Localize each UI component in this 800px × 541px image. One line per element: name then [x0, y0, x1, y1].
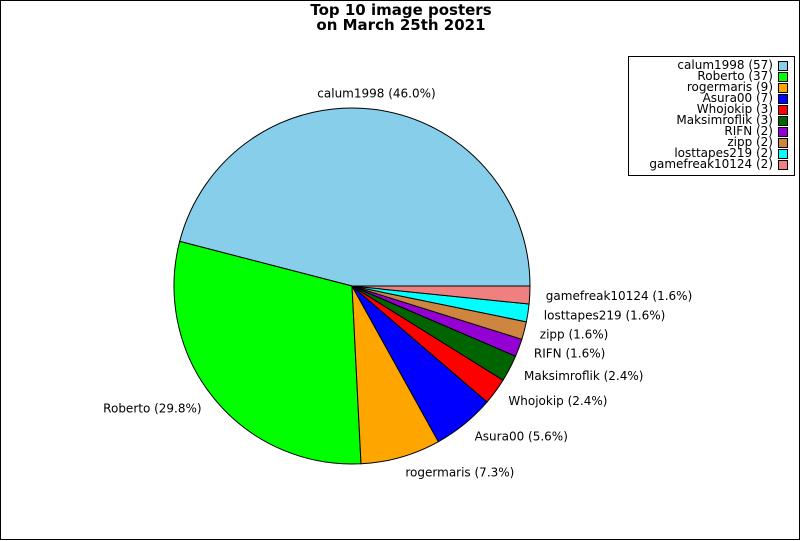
legend-swatch	[778, 61, 788, 71]
legend-item-maksimroflik: Maksimroflik (3)	[629, 113, 794, 127]
legend-item-whojokip: Whojokip (3)	[629, 102, 794, 116]
legend-label: Maksimroflik (3)	[676, 113, 773, 127]
chart-legend: calum1998 (57) Roberto (37) rogermaris (9)…	[628, 56, 795, 176]
legend-item-rogermaris: rogermaris (9)	[629, 80, 794, 94]
legend-item-roberto: Roberto (37)	[629, 69, 794, 83]
legend-label: Roberto (37)	[697, 69, 773, 83]
legend-swatch	[778, 127, 788, 137]
pie-slice-roberto	[173, 240, 362, 465]
legend-label: zipp (2)	[727, 135, 773, 149]
legend-swatch	[778, 83, 788, 93]
chart-title: Top 10 image posters on March 25th 2021	[1, 3, 800, 33]
legend-swatch	[778, 105, 788, 115]
legend-swatch	[778, 138, 788, 148]
legend-label: RIFN (2)	[724, 124, 773, 138]
slice-label-roberto: Roberto (29.8%)	[103, 402, 201, 416]
legend-swatch	[778, 72, 788, 82]
chart-title-line-2: on March 25th 2021	[316, 16, 486, 34]
legend-item-gamefreak10124: gamefreak10124 (2)	[629, 157, 794, 171]
slice-label-gamefreak10124: gamefreak10124 (1.6%)	[546, 289, 692, 303]
slice-label-maksimroflik: Maksimroflik (2.4%)	[524, 369, 643, 383]
legend-label: rogermaris (9)	[686, 80, 773, 94]
slice-label-asura00: Asura00 (5.6%)	[475, 429, 568, 443]
legend-item-calum1998: calum1998 (57)	[629, 58, 794, 72]
legend-swatch	[778, 116, 788, 126]
legend-swatch	[778, 149, 788, 159]
legend-label: calum1998 (57)	[677, 58, 773, 72]
slice-label-losttapes219: losttapes219 (1.6%)	[544, 308, 666, 322]
legend-swatch	[778, 94, 788, 104]
slice-label-rifn: RIFN (1.6%)	[534, 346, 605, 360]
pie-slice-gamefreak10124	[351, 285, 531, 305]
legend-item-asura00: Asura00 (7)	[629, 91, 794, 105]
legend-item-zipp: zipp (2)	[629, 135, 794, 149]
chart-title-line-1: Top 10 image posters	[310, 1, 492, 19]
slice-label-whojokip: Whojokip (2.4%)	[508, 394, 607, 408]
legend-label: gamefreak10124 (2)	[649, 157, 773, 171]
legend-swatch	[778, 160, 788, 170]
legend-item-rifn: RIFN (2)	[629, 124, 794, 138]
pie-slice-calum1998	[179, 107, 531, 287]
slice-label-calum1998: calum1998 (46.0%)	[317, 87, 435, 101]
legend-label: Asura00 (7)	[702, 91, 773, 105]
legend-label: losttapes219 (2)	[674, 146, 773, 160]
legend-label: Whojokip (3)	[696, 102, 773, 116]
slice-label-rogermaris: rogermaris (7.3%)	[405, 466, 514, 480]
slice-label-zipp: zipp (1.6%)	[540, 328, 609, 342]
legend-item-losttapes219: losttapes219 (2)	[629, 146, 794, 160]
